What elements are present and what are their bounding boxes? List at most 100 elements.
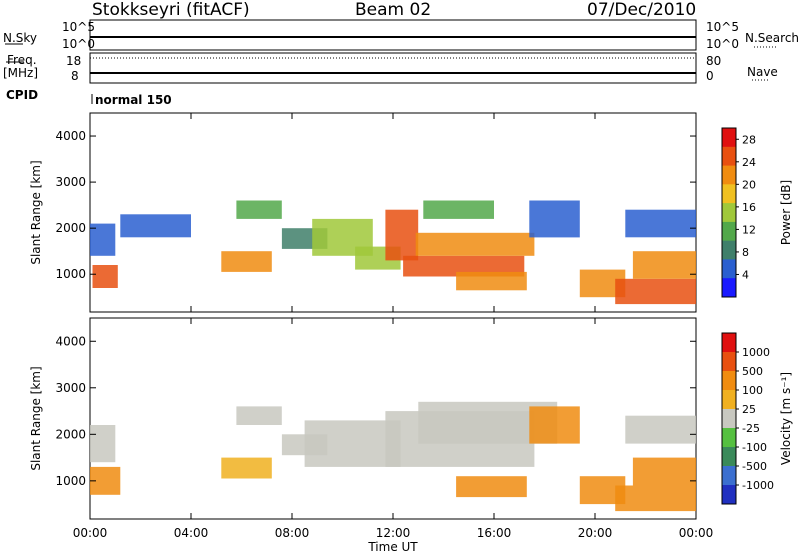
colorbar-frame-1 [721,332,737,505]
colorbar-tick-label-1-2: 100 [742,384,763,397]
colorbar-seg-1-4 [722,409,736,429]
colorbar-seg-1-2 [722,371,736,391]
freq-label: Freq. [7,53,37,67]
scatter-region-0-15 [615,278,696,305]
colorbar-seg-1-0 [722,333,736,353]
scatter-region-1-12 [632,457,696,486]
date-label: 07/Dec/2010 [587,0,697,20]
freq-units: [MHz] [3,66,39,80]
cpid-label: CPID [6,88,39,102]
scatter-region-0-9 [403,255,525,277]
colorbar-seg-1-8 [722,485,736,505]
colorbar-seg-1-1 [722,352,736,372]
ytick-label-0-2: 3000 [55,175,86,189]
scatter-region-0-4 [236,200,282,219]
ytick-label-0-3: 4000 [55,129,86,143]
ytick-label-1-0: 1000 [55,474,86,488]
colorbar-tick-label-1-1: 500 [742,365,763,378]
colorbar-tick-label-0-1: 8 [742,246,749,259]
scatter-region-1-2 [221,457,272,479]
colorbar-seg-0-7 [722,259,736,279]
colorbar-seg-0-2 [722,165,736,185]
freq-top-label: 18 [66,54,82,68]
cpid-value: normal 150 [95,93,172,107]
nsky-strip-frame [89,19,697,51]
nave-label: Nave [747,65,778,79]
colorbars-group: 4 8 12 16 20 24 28 Power [dB] 1000 500 100 25 -25 -10… [721,127,793,505]
x-tick-label-2: 08:00 [275,526,310,540]
nsearch-label: N.Search [745,31,800,45]
colorbar-tick-label-1-6: -500 [742,460,767,473]
x-tick-label-3: 12:00 [376,526,411,540]
colorbar-tick-label-1-5: -100 [742,441,767,454]
colorbar-seg-0-3 [722,184,736,204]
x-tick-label-6: 00:00 [679,526,714,540]
power-panel-marks [90,200,696,305]
colorbar-label-0: Power [dB] [779,180,793,245]
scatter-region-0-1 [90,223,116,256]
scatter-region-0-11 [423,200,494,219]
x-tick-label-0: 00:00 [73,526,108,540]
nave-bottom-label: 0 [706,69,714,83]
scatter-region-0-10 [415,232,535,256]
colorbar-seg-1-3 [722,390,736,410]
colorbar-seg-1-5 [722,428,736,448]
x-axis-label: Time UT [367,540,418,554]
colorbar-tick-label-1-0: 1000 [742,346,770,359]
scatter-region-0-8 [385,209,419,261]
velocity-panel-marks [90,401,696,512]
colorbar-tick-label-0-5: 24 [742,156,756,169]
nsky-label: N.Sky [3,31,38,45]
colorbar-seg-0-6 [722,240,736,260]
colorbar-tick-label-0-6: 28 [742,133,756,146]
scatter-region-0-3 [221,251,272,272]
scatter-region-1-11 [615,485,696,512]
freq-bottom-label: 8 [71,69,79,83]
ytick-label-0-1: 2000 [55,221,86,235]
scatter-region-1-1 [90,425,116,463]
scatter-region-0-16 [632,251,696,279]
colorbar-seg-0-1 [722,146,736,167]
y-axis-label-1: Slant Range [km] [29,366,43,470]
nsky-top-label: 10^5 [62,20,95,34]
scatter-region-0-2 [120,214,191,238]
scatter-region-0-0 [92,265,118,288]
colorbar-tick-label-0-3: 16 [742,201,756,214]
colorbar-tick-label-0-2: 12 [742,223,756,236]
scatter-region-1-8 [456,476,527,498]
colorbar-seg-1-7 [722,466,736,486]
colorbar-tick-label-0-4: 20 [742,178,756,191]
ytick-label-1-3: 4000 [55,334,86,348]
scatter-region-0-17 [625,209,696,238]
ytick-label-1-1: 2000 [55,427,86,441]
colorbar-tick-label-1-7: -1000 [742,479,774,492]
colorbar-frame-0 [721,127,737,298]
y-axis-label-0: Slant Range [km] [29,160,43,264]
scatter-region-0-12 [456,271,527,291]
x-tick-label-5: 20:00 [578,526,613,540]
axes-group: 1000 2000 3000 4000 Slant Range [km] 1000 2000… [29,113,713,554]
colorbar-tick-label-1-4: -25 [742,422,760,435]
ytick-label-0-0: 1000 [55,267,86,281]
nave-top-label: 80 [706,54,722,68]
x-tick-label-4: 16:00 [477,526,512,540]
colorbar-seg-1-6 [722,447,736,467]
station-title: Stokkseyri (fitACF) [92,0,250,20]
colorbar-seg-0-8 [722,278,736,298]
colorbar-seg-0-5 [722,221,736,242]
colorbar-tick-label-0-0: 4 [742,268,749,281]
x-tick-label-1: 04:00 [174,526,209,540]
scatter-region-1-5 [304,420,401,467]
scatter-region-1-13 [625,415,696,444]
nsearch-bottom-label: 10^0 [706,37,739,51]
nsky-bottom-label: 10^0 [62,37,95,51]
scatter-region-0-13 [529,200,580,238]
freq-strip-frame [89,52,697,84]
nsearch-top-label: 10^5 [706,20,739,34]
scatter-region-1-9 [529,406,580,444]
colorbar-seg-0-4 [722,203,736,223]
ytick-label-1-2: 3000 [55,381,86,395]
colorbar-tick-label-1-3: 25 [742,403,756,416]
colorbar-seg-0-0 [722,128,736,148]
